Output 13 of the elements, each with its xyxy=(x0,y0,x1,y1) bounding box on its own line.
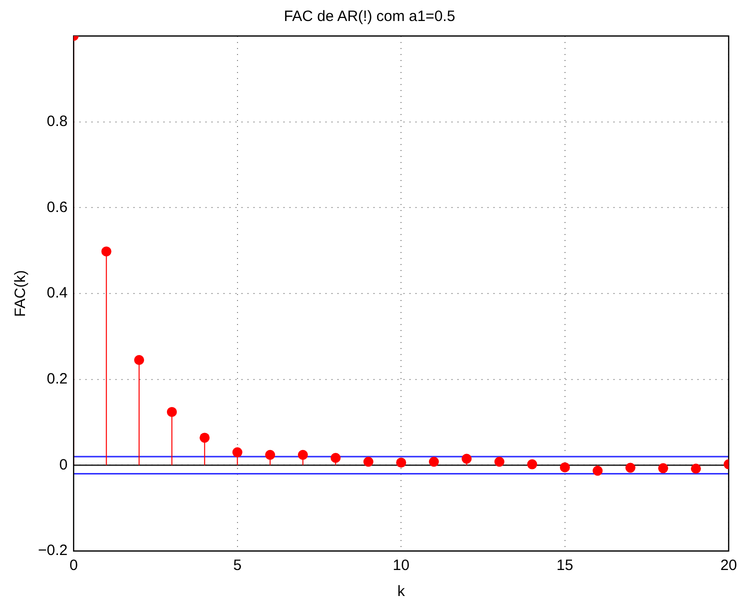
y-tick-label: 0.6 xyxy=(46,198,68,216)
y-tick-label: 0.4 xyxy=(46,284,68,302)
y-axis-title: FAC(k) xyxy=(12,270,30,317)
x-tick-label: 5 xyxy=(233,557,242,574)
y-tick-label: −0.2 xyxy=(38,542,68,560)
chart-title: FAC de AR(!) com a1=0.5 xyxy=(284,8,456,26)
y-tick-label: 0 xyxy=(59,456,68,474)
x-tick-label: 10 xyxy=(392,557,410,574)
x-axis-title: k xyxy=(397,583,406,600)
x-tick-label: 15 xyxy=(556,557,574,574)
x-tick-label: 20 xyxy=(720,557,737,574)
y-tick-label: 0.8 xyxy=(46,112,68,130)
y-tick-label: 0.2 xyxy=(46,370,68,388)
